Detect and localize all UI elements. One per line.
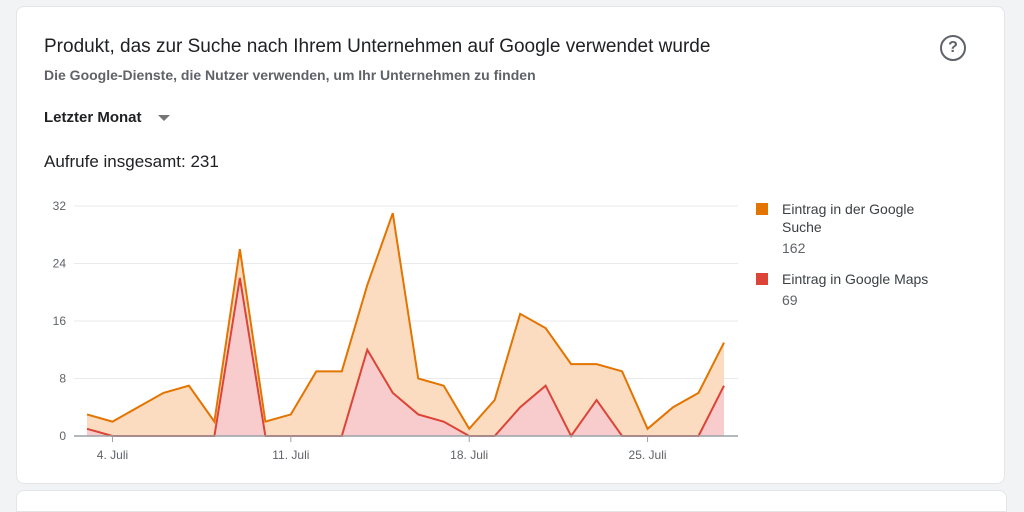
legend-swatch-search bbox=[756, 203, 768, 215]
x-tick-label: 18. Juli bbox=[450, 448, 488, 462]
x-tick-label: 4. Juli bbox=[97, 448, 128, 462]
x-tick-label: 11. Juli bbox=[272, 448, 309, 462]
legend-value-search: 162 bbox=[782, 238, 956, 258]
y-tick-label: 16 bbox=[53, 314, 67, 328]
chart-legend: Eintrag in der Google Suche 162 Eintrag … bbox=[756, 200, 956, 322]
y-tick-label: 0 bbox=[59, 429, 66, 443]
y-tick-label: 8 bbox=[59, 372, 66, 386]
legend-value-maps: 69 bbox=[782, 290, 956, 310]
legend-label-search: Eintrag in der Google Suche bbox=[782, 200, 956, 236]
x-tick-label: 25. Juli bbox=[629, 448, 667, 462]
legend-item-maps: Eintrag in Google Maps 69 bbox=[756, 270, 956, 310]
legend-label-maps: Eintrag in Google Maps bbox=[782, 270, 956, 288]
legend-swatch-maps bbox=[756, 273, 768, 285]
legend-item-search: Eintrag in der Google Suche 162 bbox=[756, 200, 956, 258]
y-tick-label: 32 bbox=[53, 199, 67, 213]
y-tick-label: 24 bbox=[53, 257, 67, 271]
